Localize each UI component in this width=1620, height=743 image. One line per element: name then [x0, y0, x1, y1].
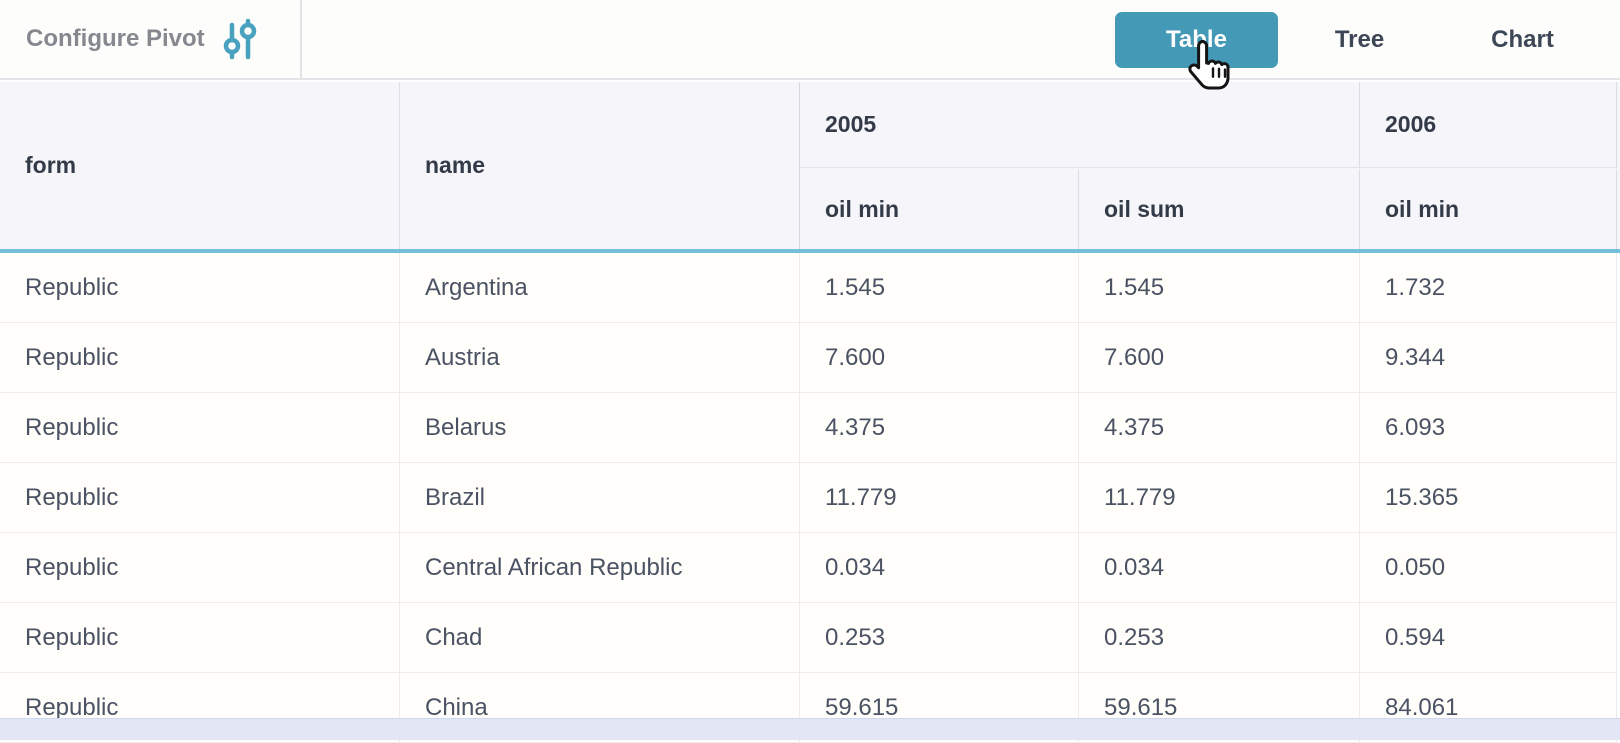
- header-cell-2005-oil-min[interactable]: oil min: [800, 169, 1079, 249]
- header-cell-form[interactable]: form: [0, 82, 400, 249]
- cell-value: 0.034: [800, 533, 1079, 603]
- header-cell-2006-oil-min[interactable]: oil min: [1360, 169, 1617, 249]
- cell-form: Republic: [0, 323, 400, 393]
- configure-pivot-label: Configure Pivot: [26, 25, 205, 52]
- cell-name: Belarus: [400, 393, 800, 463]
- toolbar: Configure Pivot Table Tree Chart: [0, 0, 1620, 80]
- view-button-tree[interactable]: Tree: [1334, 26, 1385, 53]
- cell-form: Republic: [0, 253, 400, 323]
- cell-value: 0.050: [1360, 533, 1617, 603]
- cell-name: Chad: [400, 603, 800, 673]
- cell-value: 0.253: [800, 603, 1079, 673]
- table-row: Republic Brazil 11.779 11.779 15.365: [0, 463, 1617, 533]
- cell-name: Austria: [400, 323, 800, 393]
- cell-value: 11.779: [1079, 463, 1360, 533]
- cell-value: 7.600: [1079, 323, 1360, 393]
- cell-value: 0.034: [1079, 533, 1360, 603]
- cell-value: 1.545: [1079, 253, 1360, 323]
- cell-form: Republic: [0, 463, 400, 533]
- pivot-table-header: form name 2005 2006 oil min oil sum oil …: [0, 82, 1620, 253]
- cell-value: 11.779: [800, 463, 1079, 533]
- header-underline: [0, 249, 1620, 253]
- sliders-icon: [223, 18, 256, 60]
- cell-value: 7.600: [800, 323, 1079, 393]
- cell-value: 6.093: [1360, 393, 1617, 463]
- cell-value: 1.732: [1360, 253, 1617, 323]
- cell-name: Brazil: [400, 463, 800, 533]
- header-group-2006[interactable]: 2006: [1360, 82, 1617, 168]
- view-switcher: Table Tree Chart: [1115, 12, 1604, 68]
- cell-value: 1.545: [800, 253, 1079, 323]
- table-row: Republic Central African Republic 0.034 …: [0, 533, 1617, 603]
- cell-value: 4.375: [800, 393, 1079, 463]
- view-button-table[interactable]: Table: [1115, 12, 1278, 68]
- header-group-2005[interactable]: 2005: [800, 82, 1360, 168]
- pivot-table-body: Republic Argentina 1.545 1.545 1.732 Rep…: [0, 253, 1617, 743]
- cell-form: Republic: [0, 393, 400, 463]
- cell-form: Republic: [0, 603, 400, 673]
- table-row: Republic Chad 0.253 0.253 0.594: [0, 603, 1617, 673]
- cell-value: 0.594: [1360, 603, 1617, 673]
- cell-value: 0.253: [1079, 603, 1360, 673]
- cell-form: Republic: [0, 533, 400, 603]
- table-row: Republic Belarus 4.375 4.375 6.093: [0, 393, 1617, 463]
- cell-value: 15.365: [1360, 463, 1617, 533]
- cell-value: 9.344: [1360, 323, 1617, 393]
- table-row: Republic Austria 7.600 7.600 9.344: [0, 323, 1617, 393]
- cell-name: Argentina: [400, 253, 800, 323]
- table-row: Republic Argentina 1.545 1.545 1.732: [0, 253, 1617, 323]
- cell-name: Central African Republic: [400, 533, 800, 603]
- header-cell-name[interactable]: name: [400, 82, 800, 249]
- configure-pivot-button[interactable]: Configure Pivot: [0, 0, 302, 78]
- view-button-chart[interactable]: Chart: [1491, 26, 1554, 53]
- horizontal-scrollbar-track[interactable]: [0, 718, 1620, 740]
- cell-value: 4.375: [1079, 393, 1360, 463]
- header-cell-2005-oil-sum[interactable]: oil sum: [1079, 169, 1360, 249]
